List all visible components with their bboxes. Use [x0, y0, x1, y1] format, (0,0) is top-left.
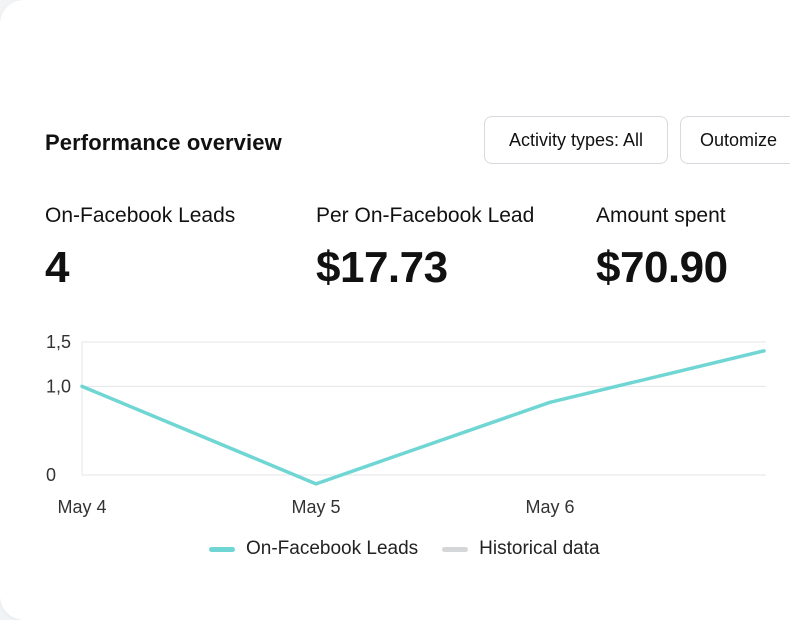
customize-button[interactable]: Outomize	[680, 116, 790, 164]
y-tick-label: 1,5	[46, 332, 71, 352]
metric-label-leads: On-Facebook Leads	[45, 204, 236, 227]
metric-label-cost-per-lead: Per On-Facebook Lead	[316, 204, 535, 227]
chart-legend: On-Facebook Leads Historical data	[209, 538, 624, 560]
x-tick-label: May 6	[525, 497, 574, 517]
page-title: Performance overview	[45, 130, 282, 155]
legend-label-historical: Historical data	[479, 538, 600, 559]
metric-label-amount-spent: Amount spent	[596, 204, 726, 227]
legend-label-leads: On-Facebook Leads	[246, 538, 419, 559]
x-tick-label: May 4	[57, 497, 106, 517]
leads-line-chart: 0 1,0 1,5 May 4 May 5 May 6	[46, 332, 766, 517]
legend-item-historical[interactable]: Historical data	[442, 538, 600, 560]
activity-types-button[interactable]: Activity types: All	[484, 116, 668, 164]
legend-swatch-leads	[209, 546, 235, 552]
legend-item-leads[interactable]: On-Facebook Leads	[209, 538, 418, 560]
series-line-0	[80, 349, 766, 486]
metric-value-leads: 4	[45, 243, 69, 292]
metric-value-cost-per-lead: $17.73	[316, 243, 448, 292]
metric-value-amount-spent: $70.90	[596, 243, 728, 292]
y-tick-label: 1,0	[46, 376, 71, 396]
legend-swatch-historical	[442, 546, 469, 552]
y-tick-label: 0	[46, 465, 56, 485]
x-tick-label: May 5	[291, 497, 340, 517]
